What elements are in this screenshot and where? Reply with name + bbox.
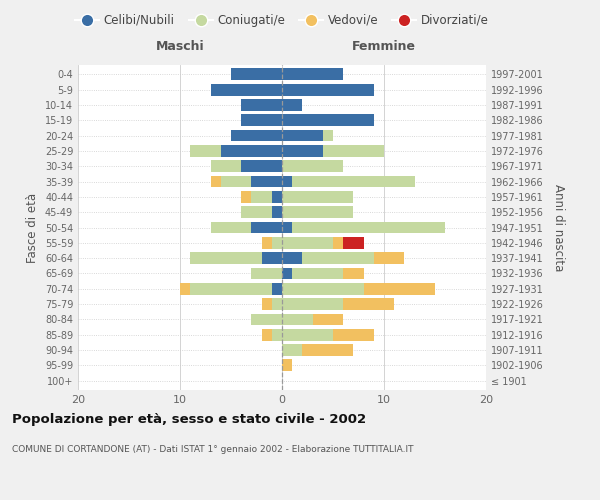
Bar xyxy=(282,84,374,96)
Bar xyxy=(190,283,272,295)
Bar xyxy=(221,176,251,188)
Bar xyxy=(364,283,435,295)
Bar xyxy=(323,130,333,141)
Bar xyxy=(343,237,364,249)
Bar xyxy=(241,206,272,218)
Bar xyxy=(292,176,415,188)
Bar xyxy=(272,237,282,249)
Y-axis label: Fasce di età: Fasce di età xyxy=(26,192,39,262)
Bar xyxy=(282,314,313,326)
Bar xyxy=(282,191,353,203)
Bar xyxy=(282,206,353,218)
Bar xyxy=(272,191,282,203)
Bar xyxy=(282,99,302,111)
Bar xyxy=(272,283,282,295)
Bar xyxy=(262,252,282,264)
Bar xyxy=(302,344,353,356)
Text: Maschi: Maschi xyxy=(155,40,205,52)
Bar xyxy=(251,268,282,280)
Bar xyxy=(282,222,292,234)
Bar xyxy=(241,160,282,172)
Bar xyxy=(333,329,374,341)
Bar xyxy=(211,176,221,188)
Y-axis label: Anni di nascita: Anni di nascita xyxy=(551,184,565,271)
Text: COMUNE DI CORTANDONE (AT) - Dati ISTAT 1° gennaio 2002 - Elaborazione TUTTITALIA: COMUNE DI CORTANDONE (AT) - Dati ISTAT 1… xyxy=(12,445,413,454)
Bar xyxy=(211,160,241,172)
Bar xyxy=(262,237,272,249)
Bar xyxy=(282,298,343,310)
Bar xyxy=(262,298,272,310)
Bar xyxy=(272,206,282,218)
Bar xyxy=(180,283,190,295)
Bar xyxy=(231,130,282,141)
Bar xyxy=(343,268,364,280)
Bar xyxy=(282,268,292,280)
Text: Popolazione per età, sesso e stato civile - 2002: Popolazione per età, sesso e stato civil… xyxy=(12,412,366,426)
Bar xyxy=(323,145,384,157)
Bar xyxy=(211,222,251,234)
Legend: Celibi/Nubili, Coniugati/e, Vedovi/e, Divorziati/e: Celibi/Nubili, Coniugati/e, Vedovi/e, Di… xyxy=(71,9,493,32)
Bar xyxy=(292,268,343,280)
Bar xyxy=(343,298,394,310)
Bar xyxy=(282,252,302,264)
Bar xyxy=(272,329,282,341)
Bar xyxy=(211,84,282,96)
Bar xyxy=(282,145,323,157)
Bar xyxy=(282,114,374,126)
Bar xyxy=(282,160,343,172)
Bar xyxy=(302,252,374,264)
Bar xyxy=(282,360,292,372)
Bar xyxy=(292,222,445,234)
Bar xyxy=(190,145,221,157)
Bar xyxy=(282,68,343,80)
Bar xyxy=(251,191,272,203)
Text: Femmine: Femmine xyxy=(352,40,416,52)
Bar xyxy=(241,99,282,111)
Bar xyxy=(251,222,282,234)
Bar xyxy=(282,344,302,356)
Bar xyxy=(282,329,333,341)
Bar xyxy=(251,176,282,188)
Bar xyxy=(262,329,272,341)
Bar xyxy=(313,314,343,326)
Bar xyxy=(282,130,323,141)
Bar xyxy=(333,237,343,249)
Bar xyxy=(272,298,282,310)
Bar xyxy=(241,191,251,203)
Bar xyxy=(282,237,333,249)
Bar xyxy=(241,114,282,126)
Bar xyxy=(374,252,404,264)
Bar xyxy=(221,145,282,157)
Bar xyxy=(231,68,282,80)
Bar xyxy=(282,283,364,295)
Bar xyxy=(190,252,262,264)
Bar xyxy=(282,176,292,188)
Bar xyxy=(251,314,282,326)
